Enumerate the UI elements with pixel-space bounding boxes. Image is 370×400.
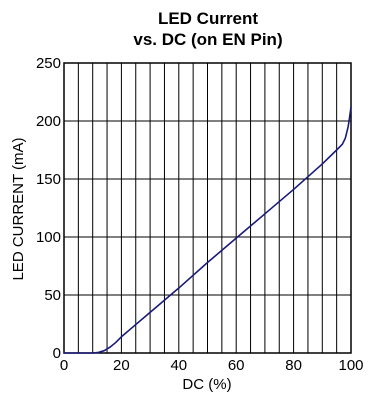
x-tick-label: 100: [338, 357, 363, 374]
x-tick-label: 0: [60, 357, 68, 374]
plot-frame: [63, 62, 352, 354]
y-tick-label: 50: [44, 287, 61, 304]
y-tick-labels: 0 50 100 150 200 250: [36, 55, 61, 362]
series-line-led-current: [63, 106, 352, 354]
y-tick-label: 100: [36, 229, 61, 246]
y-tick-label: 150: [36, 171, 61, 188]
x-tick-label: 40: [170, 357, 187, 374]
y-axis-label: LED CURRENT (mA): [10, 137, 27, 280]
series-layer: [63, 106, 352, 354]
plot-border: [63, 62, 352, 354]
x-axis-label: DC (%): [182, 376, 231, 393]
x-tick-labels: 0 20 40 60 80 100: [60, 357, 364, 374]
chart-title-line-2: vs. DC (on EN Pin): [133, 30, 282, 49]
x-tick-label: 20: [113, 357, 130, 374]
y-tick-label: 0: [53, 345, 61, 362]
y-tick-label: 200: [36, 113, 61, 130]
y-tick-label: 250: [36, 55, 61, 72]
x-tick-label: 60: [228, 357, 245, 374]
chart-title: LED Current vs. DC (on EN Pin): [133, 9, 282, 49]
chart-title-line-1: LED Current: [158, 9, 258, 28]
grid-lines: [64, 63, 351, 353]
x-tick-label: 80: [285, 357, 302, 374]
